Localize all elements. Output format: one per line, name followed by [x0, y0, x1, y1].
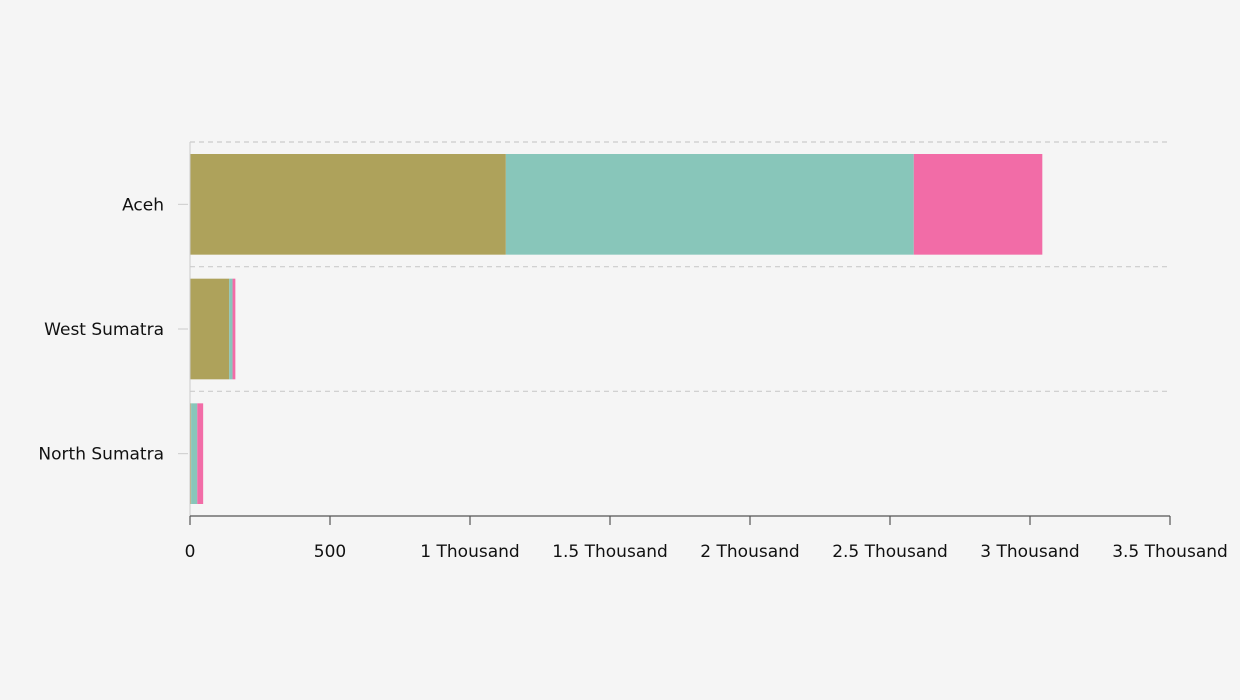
bars-layer — [190, 154, 1043, 504]
x-tick-label: 3 Thousand — [980, 542, 1079, 562]
bar-segment-north-sumatra-2[interactable] — [191, 403, 198, 504]
grid-layer — [190, 141, 1170, 392]
y-tick-label: West Sumatra — [44, 320, 164, 340]
y-tick-label: Aceh — [122, 195, 164, 215]
x-tick-label: 1 Thousand — [420, 542, 519, 562]
x-tick-label: 0 — [185, 542, 196, 562]
bar-segment-aceh-2[interactable] — [505, 154, 914, 255]
x-tick-label: 1.5 Thousand — [552, 542, 668, 562]
x-tick-label: 2 Thousand — [700, 542, 799, 562]
x-tick-label: 3.5 Thousand — [1112, 542, 1228, 562]
bar-segment-aceh-1[interactable] — [190, 154, 506, 255]
bar-segment-west-sumatra-3[interactable] — [232, 278, 236, 380]
axis-layer — [178, 142, 1171, 525]
bar-segment-aceh-3[interactable] — [913, 154, 1043, 255]
bar-segment-west-sumatra-1[interactable] — [190, 278, 230, 380]
bar-segment-north-sumatra-1[interactable] — [190, 403, 192, 504]
y-tick-label: North Sumatra — [38, 445, 164, 465]
bar-segment-west-sumatra-2[interactable] — [229, 278, 233, 380]
labels-layer: Aceh West Sumatra North Sumatra 0 500 1 Thous… — [38, 195, 1227, 562]
x-tick-label: 2.5 Thousand — [832, 542, 948, 562]
x-tick-label: 500 — [314, 542, 346, 562]
bar-segment-north-sumatra-3[interactable] — [197, 403, 204, 504]
